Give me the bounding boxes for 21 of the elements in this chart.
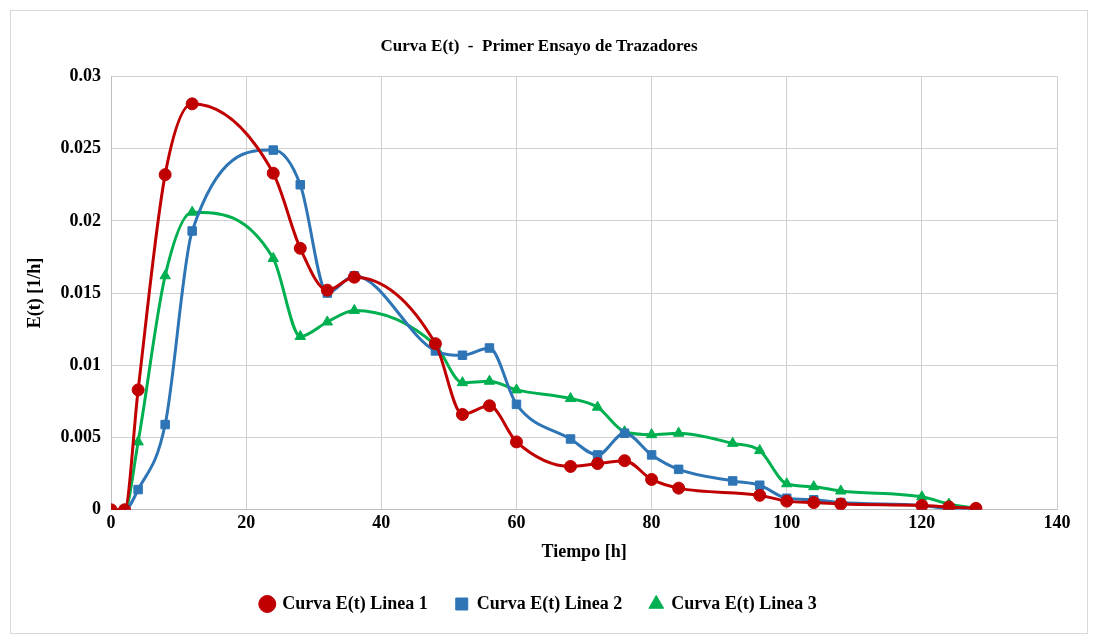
- y-tick-label: 0.015: [60, 281, 102, 302]
- x-tick-label: 60: [507, 512, 526, 533]
- y-axis-title: E(t) [1/h]: [24, 257, 46, 329]
- y-tick-label: 0.03: [69, 65, 102, 86]
- y-tick-label: 0.02: [69, 209, 102, 230]
- x-tick-label: 0: [106, 512, 116, 533]
- x-tick-label: 140: [1043, 512, 1071, 533]
- x-tick-label: 80: [642, 512, 661, 533]
- x-tick-label: 20: [237, 512, 256, 533]
- y-tick-label: 0: [92, 498, 102, 519]
- chart-title: Curva E(t) - Primer Ensayo de Trazadores: [380, 35, 698, 55]
- x-tick-label: 40: [372, 512, 391, 533]
- y-tick-label: 0.005: [60, 426, 102, 447]
- x-tick-label: 100: [773, 512, 801, 533]
- y-tick-label: 0.025: [60, 137, 102, 158]
- x-axis-title: Tiempo [h]: [541, 540, 627, 561]
- y-tick-label: 0.01: [69, 353, 102, 374]
- legend-label: Curva E(t) Linea 3: [671, 592, 817, 614]
- x-tick-label: 120: [908, 512, 936, 533]
- legend-label: Curva E(t) Linea 1: [282, 592, 428, 614]
- legend-label: Curva E(t) Linea 2: [476, 592, 623, 614]
